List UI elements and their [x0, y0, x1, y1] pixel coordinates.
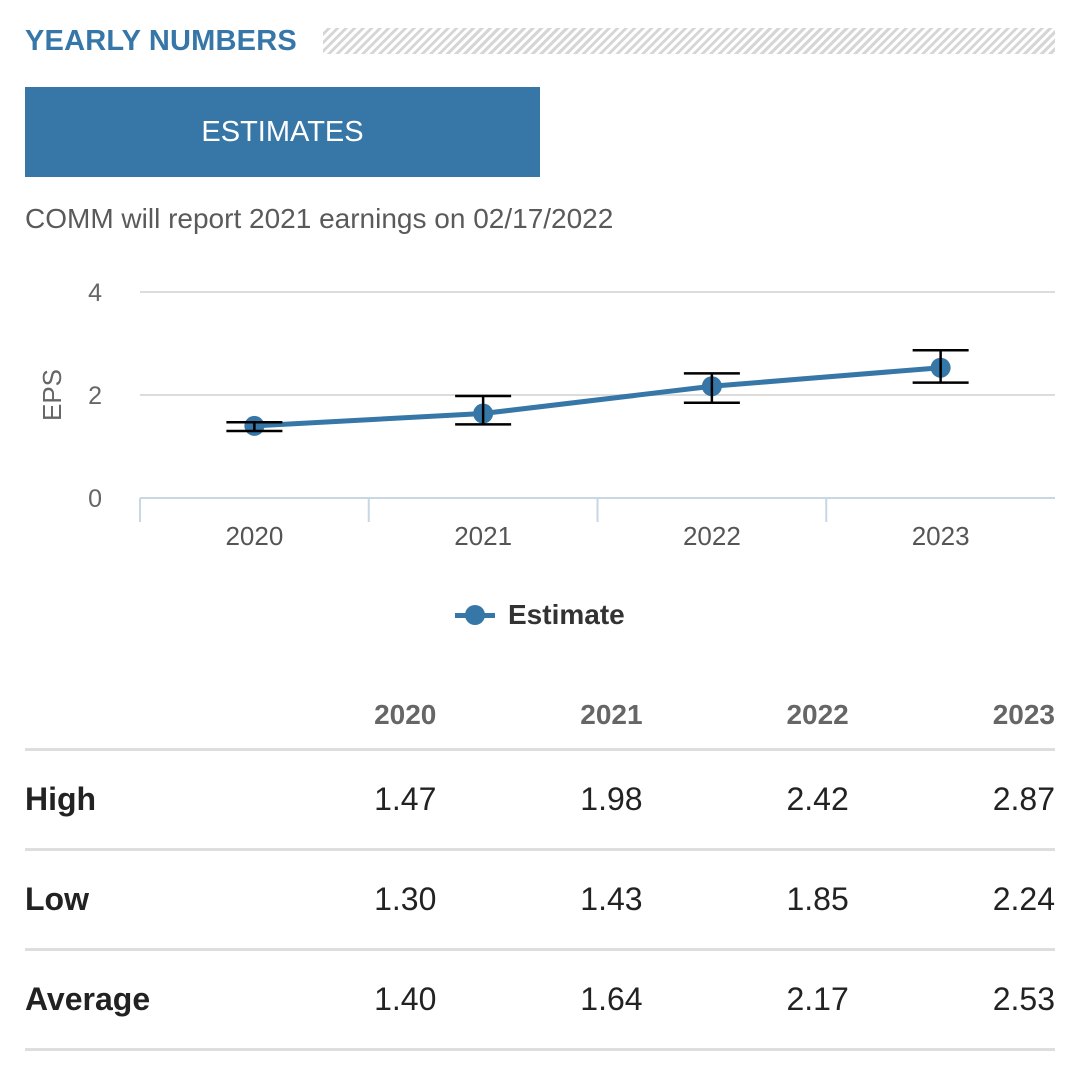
table-cell: 1.30	[230, 849, 437, 951]
x-tick-label: 2023	[912, 521, 970, 551]
error-bars	[226, 348, 969, 433]
table-header-year: 2021	[436, 682, 643, 751]
series-line-estimate	[254, 365, 941, 429]
x-tick-label: 2021	[454, 521, 512, 551]
error-bar	[912, 348, 969, 384]
table-row-low: Low 1.30 1.43 1.85 2.24	[25, 849, 1055, 951]
error-bar	[455, 394, 512, 426]
table-cell: 1.43	[436, 849, 643, 951]
row-label: Low	[25, 849, 231, 951]
y-tick-label: 2	[88, 382, 102, 410]
table-cell: 2.17	[642, 949, 849, 1051]
grid-lines	[140, 291, 1055, 396]
series-line	[254, 365, 941, 429]
table-cell: 1.98	[436, 749, 643, 851]
legend-label: Estimate	[508, 599, 625, 630]
table-header-year: 2020	[230, 682, 437, 751]
table-cell: 2.87	[848, 749, 1055, 851]
report-note: COMM will report 2021 earnings on 02/17/…	[25, 203, 614, 234]
table-header-year: 2022	[642, 682, 849, 751]
legend-item-estimate[interactable]: Estimate	[455, 595, 625, 635]
table-cell: 1.47	[230, 749, 437, 851]
error-bar	[226, 421, 283, 433]
x-tick-label: 2022	[683, 521, 741, 551]
table-cell: 1.64	[436, 949, 643, 1051]
legend-line-marker-icon	[455, 605, 495, 625]
table-header-blank	[25, 682, 231, 751]
row-label: High	[25, 749, 231, 851]
x-tick-label: 2020	[225, 521, 283, 551]
estimates-table: 2020 2021 2022 2023 High 1.47 1.98 2.42 …	[25, 682, 1055, 1051]
section-title: YEARLY NUMBERS	[25, 24, 297, 57]
data-points	[244, 357, 951, 436]
y-tick-label: 4	[88, 279, 102, 307]
table-header-row: 2020 2021 2022 2023	[25, 682, 1055, 751]
table-header-year: 2023	[848, 682, 1055, 751]
error-bar	[683, 372, 740, 404]
row-label: Average	[25, 949, 231, 1051]
x-tick-labels: 2020 2021 2022 2023	[225, 521, 969, 551]
table-row-high: High 1.47 1.98 2.42 2.87	[25, 749, 1055, 851]
tab-estimates[interactable]: ESTIMATES	[25, 87, 540, 177]
table-cell: 2.24	[848, 849, 1055, 951]
table-row-average: Average 1.40 1.64 2.17 2.53	[25, 949, 1055, 1051]
x-axis	[139, 497, 1055, 522]
table-cell: 2.42	[642, 749, 849, 851]
y-tick-labels: 0 2 4	[88, 279, 102, 513]
y-axis-label: EPS	[37, 369, 67, 421]
table-cell: 1.85	[642, 849, 849, 951]
y-tick-label: 0	[88, 485, 102, 513]
table-cell: 1.40	[230, 949, 437, 1051]
section-header: YEARLY NUMBERS	[25, 22, 1055, 60]
hatch-divider	[322, 28, 1055, 54]
eps-chart: 0 2 4 2020 2021 2022 2023 EPS	[37, 279, 1055, 551]
table-cell: 2.53	[848, 949, 1055, 1051]
